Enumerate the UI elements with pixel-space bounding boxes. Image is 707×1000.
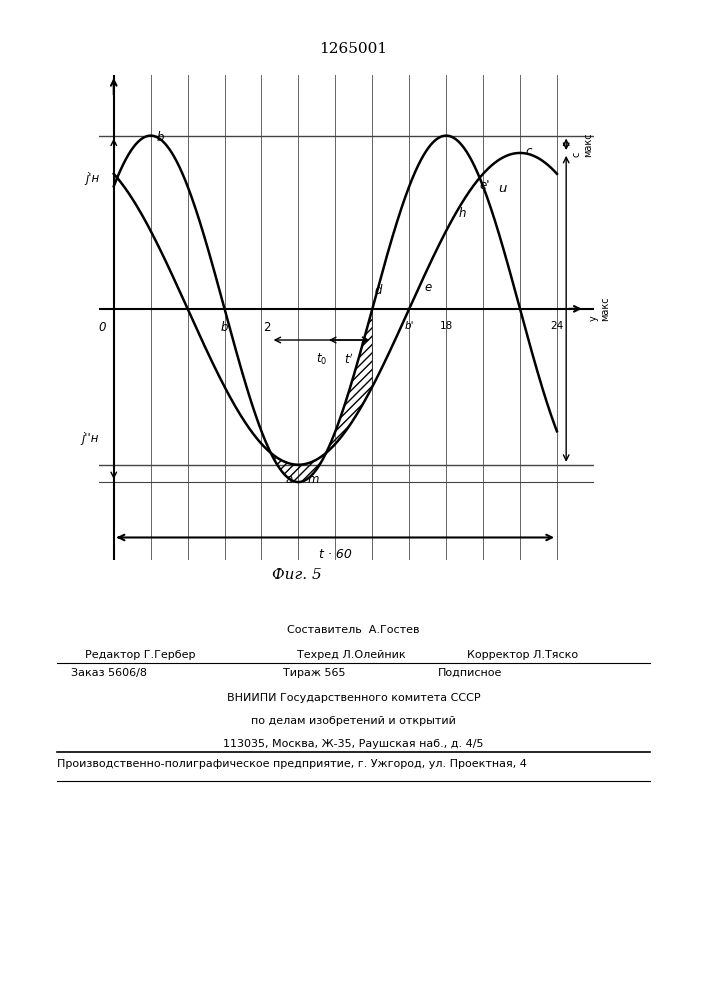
Text: u: u [498,182,506,195]
Text: 24: 24 [550,321,563,331]
Text: с
макс: с макс [572,132,593,157]
Text: 0: 0 [99,321,106,334]
Text: Техред Л.Олейник: Техред Л.Олейник [297,650,406,660]
Text: t · 60: t · 60 [319,548,352,561]
Text: Редактор Г.Гербер: Редактор Г.Гербер [85,650,195,660]
Text: h: h [459,207,467,220]
Text: 113035, Москва, Ж-35, Раушская наб., д. 4/5: 113035, Москва, Ж-35, Раушская наб., д. … [223,739,484,749]
Text: j'н: j'н [85,172,99,185]
Text: Тираж 565: Тираж 565 [283,668,345,678]
Text: Составитель  А.Гостев: Составитель А.Гостев [287,625,420,635]
Text: a: a [286,473,293,486]
Text: b: b [221,321,228,334]
Text: ВНИИПИ Государственного комитета СССР: ВНИИПИ Государственного комитета СССР [227,693,480,703]
Text: c: c [525,145,532,158]
Text: b': b' [404,321,414,331]
Text: у
макс: у макс [588,297,610,321]
Text: Фиг. 5: Фиг. 5 [272,568,322,582]
Text: d: d [374,284,382,297]
Text: e': e' [479,179,490,192]
Text: 2: 2 [263,321,271,334]
Text: j''н: j''н [81,432,99,445]
Text: m: m [308,473,319,486]
Text: Корректор Л.Тяско: Корректор Л.Тяско [467,650,578,660]
Text: $t'$: $t'$ [344,352,354,367]
Text: 18: 18 [440,321,452,331]
Text: Подписное: Подписное [438,668,503,678]
Text: b: b [156,131,164,144]
Text: $t_0$: $t_0$ [316,352,327,367]
Text: e: e [424,281,431,294]
Text: Производственно-полиграфическое предприятие, г. Ужгород, ул. Проектная, 4: Производственно-полиграфическое предприя… [57,759,527,769]
Text: по делам изобретений и открытий: по делам изобретений и открытий [251,716,456,726]
Text: 1265001: 1265001 [320,42,387,56]
Text: Заказ 5606/8: Заказ 5606/8 [71,668,146,678]
